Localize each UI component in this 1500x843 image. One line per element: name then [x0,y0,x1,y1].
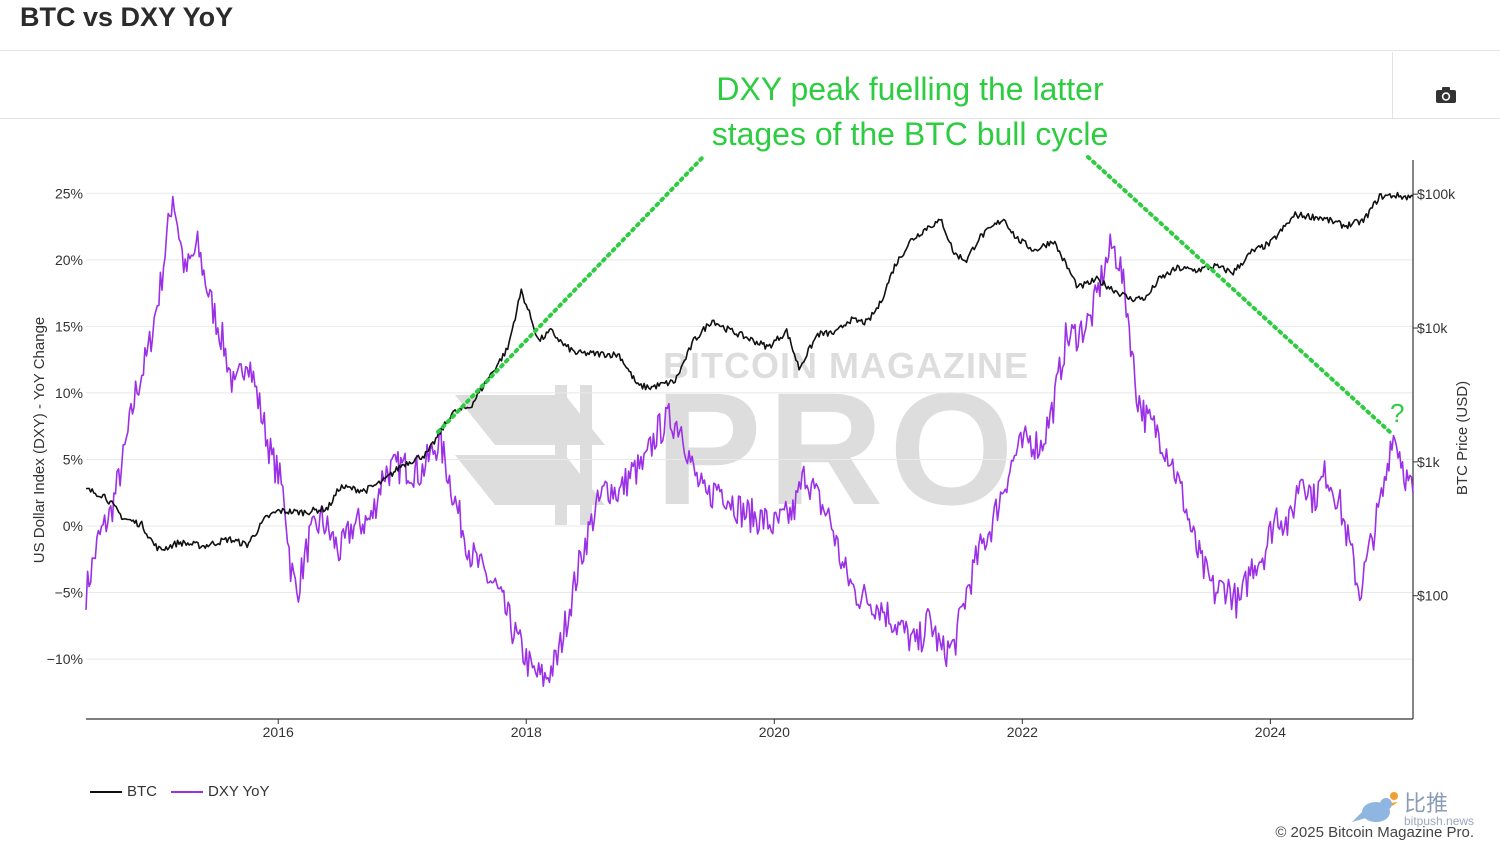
camera-button[interactable] [1430,80,1462,110]
toolbar-divider [1392,52,1393,118]
bitpush-logo: 比推 bitpush.news [1352,790,1492,830]
annotation-line2: stages of the BTC bull cycle [711,116,1109,152]
y-right-tick-label: $1k [1417,454,1441,470]
y-left-tick-label: 5% [63,451,83,467]
toolbar-bottom-divider [0,118,1500,119]
legend: BTC DXY YoY [90,783,283,800]
header-divider [0,50,1500,51]
x-tick-label: 2018 [511,724,542,740]
y-right-axis-title: BTC Price (USD) [1454,381,1471,495]
legend-label-btc: BTC [127,783,157,800]
series-line-dxy-yoy [85,195,1414,687]
legend-item-btc[interactable]: BTC [90,783,157,800]
copyright: © 2025 Bitcoin Magazine Pro. [1275,824,1474,841]
annotation-line1: DXY peak fuelling the latter [716,71,1104,107]
bird-icon [1352,792,1398,822]
y-right-tick-label: $100k [1417,186,1456,202]
x-tick-label: 2020 [759,724,790,740]
camera-icon [1436,87,1456,103]
series-line-btc [86,191,1414,552]
bitpush-en: bitpush.news [1404,814,1475,828]
x-tick-label: 2022 [1007,724,1038,740]
annotation-arrow-right [1086,155,1392,434]
page-title: BTC vs DXY YoY [20,2,234,32]
annotation-arrow-left [436,155,705,434]
y-left-tick-label: 0% [63,518,83,534]
y-left-tick-label: −5% [55,585,83,601]
bitpush-cn: 比推 [1404,792,1449,817]
y-left-tick-label: 10% [55,385,83,401]
y-right-tick-label: $10k [1417,320,1448,336]
legend-swatch-btc [90,790,122,793]
x-tick-label: 2016 [263,724,294,740]
y-left-tick-label: −10% [47,651,83,667]
legend-label-dxy: DXY YoY [208,783,270,800]
legend-item-dxy[interactable]: DXY YoY [171,783,269,800]
y-left-axis-title: US Dollar Index (DXY) - YoY Change [31,317,48,564]
y-left-tick-label: 15% [55,318,83,334]
y-left-tick-label: 25% [55,185,83,201]
y-left-tick-label: 20% [55,252,83,268]
legend-swatch-dxy [171,790,203,793]
y-right-tick-label: $100 [1417,588,1448,604]
x-tick-label: 2024 [1255,724,1286,740]
annotation-question-mark: ? [1390,398,1405,428]
